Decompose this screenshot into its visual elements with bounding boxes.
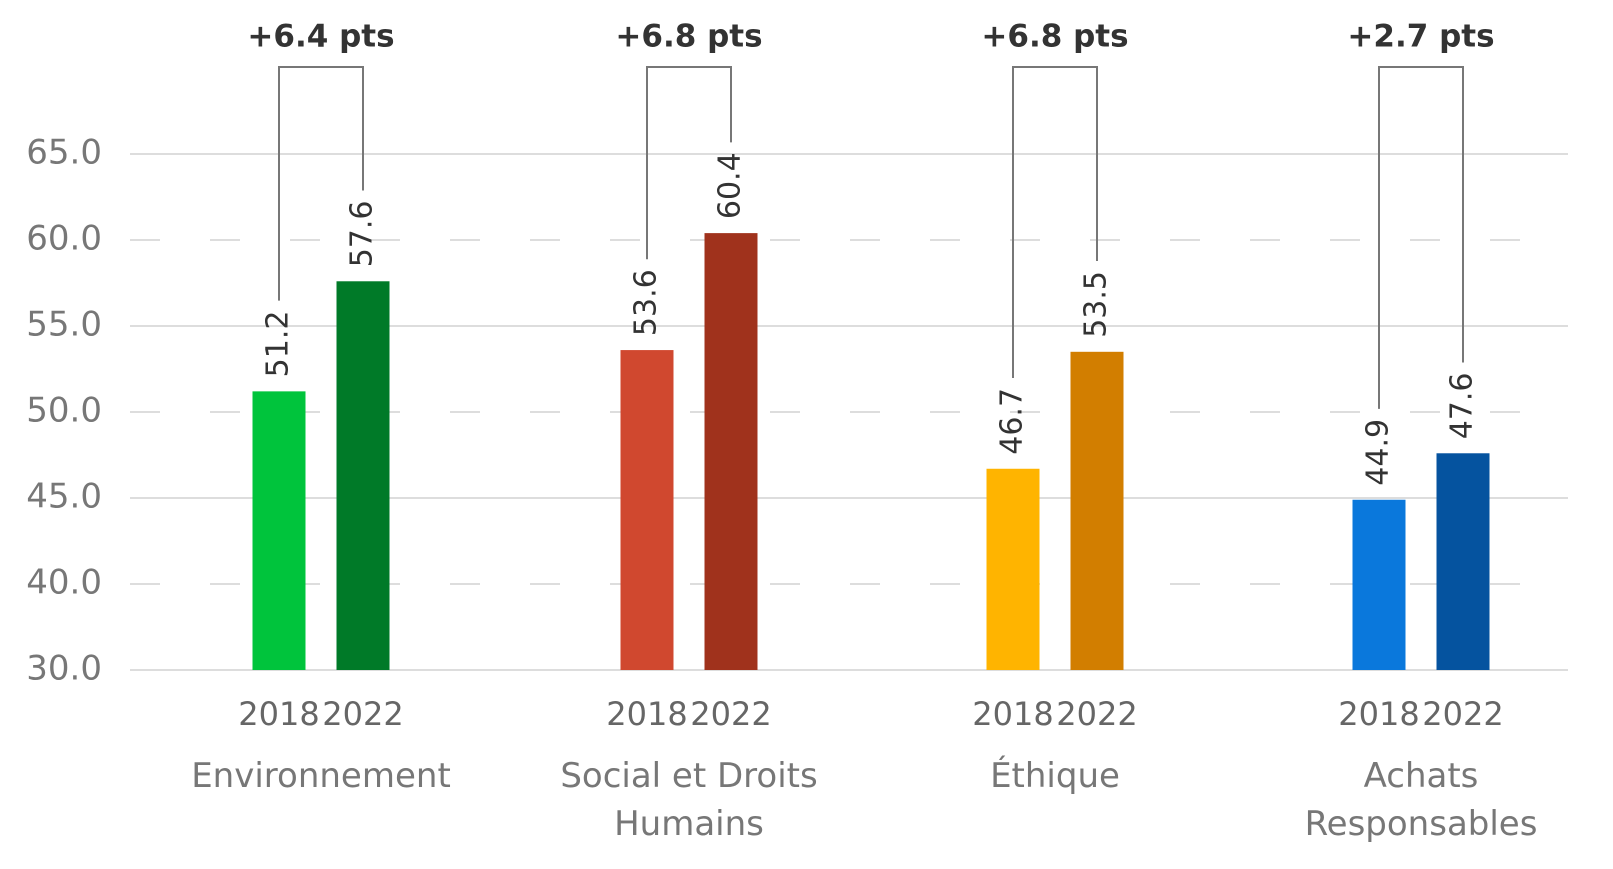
category-label: Environnement — [191, 756, 451, 796]
y-tick-label: 45.0 — [26, 477, 102, 517]
annotation: +6.8 pts — [615, 19, 762, 55]
series-label: 2022 — [322, 695, 403, 733]
y-tick-label: 30.0 — [26, 649, 102, 689]
value-label: 53.5 — [1079, 271, 1114, 338]
y-tick-label: 60.0 — [26, 219, 102, 259]
category-label: Achats Responsables — [1304, 756, 1538, 844]
series-label: 2018 — [1338, 695, 1419, 733]
bracket — [1378, 66, 1464, 409]
bar — [336, 281, 390, 670]
bar — [1352, 499, 1406, 670]
bracket — [278, 66, 364, 301]
series-label: 2022 — [1422, 695, 1503, 733]
value-label: 51.2 — [261, 311, 296, 378]
value-label: 44.9 — [1361, 419, 1396, 486]
y-tick-label: 65.0 — [26, 133, 102, 173]
value-label: 53.6 — [629, 269, 664, 336]
bar — [1436, 453, 1490, 670]
series-label: 2018 — [972, 695, 1053, 733]
annotation: +6.4 pts — [247, 19, 394, 55]
bar — [620, 350, 674, 670]
category-label: Social et Droits Humains — [560, 756, 818, 844]
bar — [986, 468, 1040, 670]
annotation: +6.8 pts — [981, 19, 1128, 55]
bar — [704, 233, 758, 670]
value-label: 60.4 — [713, 152, 748, 219]
bar — [1070, 351, 1124, 670]
y-tick-label: 55.0 — [26, 305, 102, 345]
category-label: Éthique — [990, 756, 1120, 796]
value-label: 57.6 — [345, 200, 380, 267]
series-label: 2022 — [690, 695, 771, 733]
value-label: 47.6 — [1445, 372, 1480, 439]
bar — [252, 391, 306, 670]
bracket — [646, 66, 732, 260]
bracket — [1012, 66, 1098, 378]
series-label: 2018 — [606, 695, 687, 733]
y-tick-label: 40.0 — [26, 563, 102, 603]
annotation: +2.7 pts — [1347, 19, 1494, 55]
series-label: 2018 — [238, 695, 319, 733]
y-tick-label: 50.0 — [26, 391, 102, 431]
series-label: 2022 — [1056, 695, 1137, 733]
value-label: 46.7 — [995, 388, 1030, 455]
